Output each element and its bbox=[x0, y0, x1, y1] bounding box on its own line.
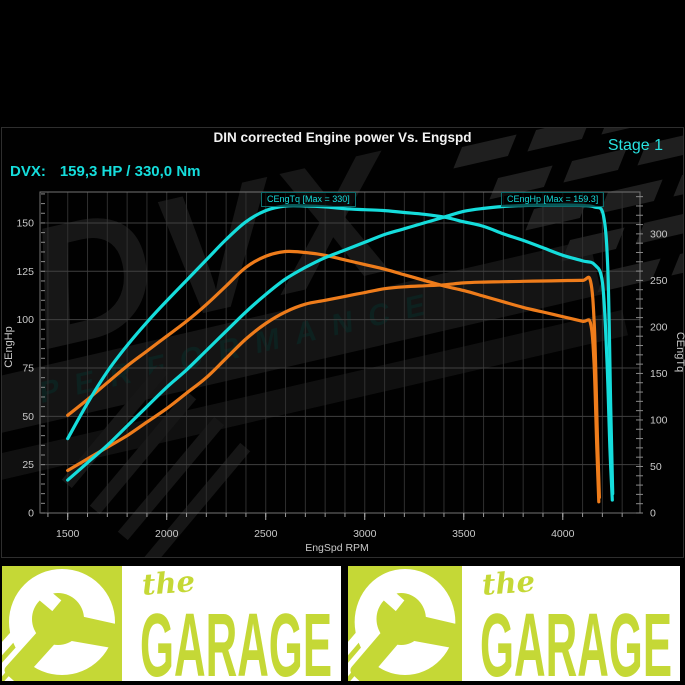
result-value: 159,3 HP / 330,0 Nm bbox=[59, 163, 201, 180]
garage-wordmark: GARAGE bbox=[140, 606, 332, 680]
checker-flag-block bbox=[599, 179, 663, 214]
garage-logo-strip: the GARAGE bbox=[0, 566, 685, 681]
separator bbox=[0, 566, 2, 681]
garage-g-logo-icon bbox=[2, 566, 122, 681]
watermark-slash bbox=[89, 390, 197, 515]
watermark-slash bbox=[117, 416, 225, 541]
legend-cengtq: CEngTq [Max = 330] bbox=[261, 192, 356, 207]
checker-flag-block bbox=[635, 210, 683, 245]
checker-flag-block bbox=[671, 241, 683, 276]
the-script-text: the bbox=[140, 566, 197, 602]
checker-flag-block bbox=[673, 162, 683, 197]
checker-flag-block bbox=[597, 258, 661, 293]
result-label: DVX: bbox=[10, 163, 46, 180]
stage-badge: Stage 1 bbox=[607, 137, 663, 154]
garage-wordmark-area: the GARAGE bbox=[462, 566, 680, 681]
garage-wordmark-area: the GARAGE bbox=[122, 566, 341, 681]
performance-watermark-band: PERFORMANCE bbox=[2, 239, 602, 439]
watermark-slash bbox=[143, 442, 251, 557]
checker-flag-block bbox=[561, 227, 625, 262]
svg-text:GARAGE: GARAGE bbox=[480, 606, 672, 680]
the-script-text: the bbox=[480, 566, 537, 602]
garage-wordmark: GARAGE bbox=[480, 606, 672, 680]
separator bbox=[680, 566, 685, 681]
performance-watermark-text: PERFORMANCE bbox=[39, 284, 442, 411]
garage-g-logo-icon bbox=[348, 566, 462, 681]
svg-text:GARAGE: GARAGE bbox=[140, 606, 332, 680]
chart-title: DIN corrected Engine power Vs. Engspd bbox=[213, 130, 472, 145]
watermark-stripe-band bbox=[2, 309, 629, 484]
legend-cenghp: CEngHp [Max = 159.3] bbox=[501, 192, 605, 207]
tuning-result-line: DVX: 159,3 HP / 330,0 Nm bbox=[10, 163, 201, 180]
watermark-slash bbox=[61, 364, 169, 489]
separator bbox=[341, 566, 348, 681]
